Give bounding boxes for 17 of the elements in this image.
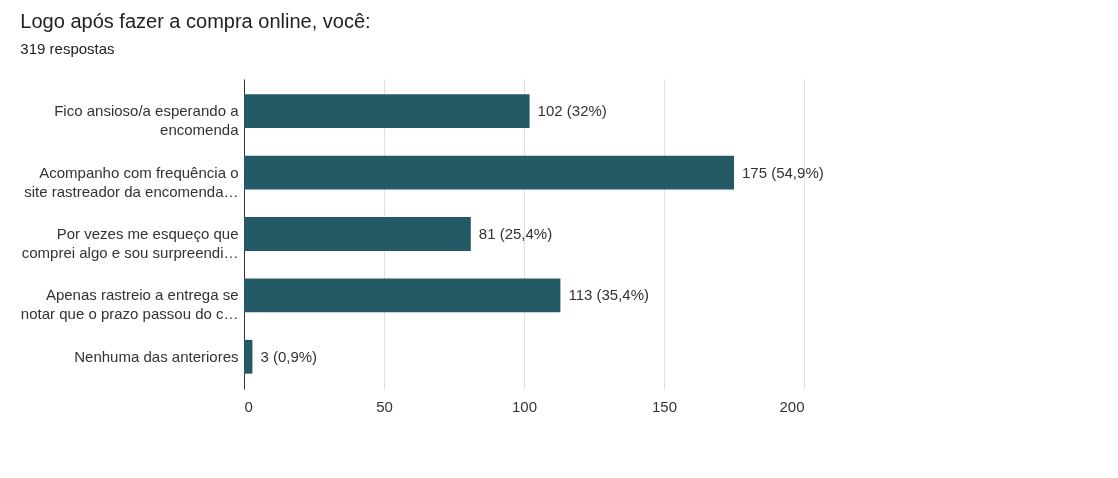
data-label: 113 (35,4%): [568, 286, 650, 304]
y-tick-label: Por vezes me esqueço que comprei algo e sou surpreendi…: [21, 225, 239, 261]
x-tick-label: 50: [376, 397, 393, 415]
x-tick-label: 100: [511, 397, 538, 415]
data-label: 81 (25,4%): [478, 225, 553, 242]
chart-title: Logo após fazer a compra online, você:: [20, 10, 371, 32]
y-tick-label: Fico ansioso/a esperando a encomenda: [54, 102, 240, 139]
x-tick-label: 200: [779, 397, 805, 415]
data-label: 175 (54,9%): [742, 163, 824, 181]
text: 319 respostas: [20, 40, 115, 57]
y-tick-label: Apenas rastreio a entrega se notar que o prazo passou do c…: [20, 286, 239, 323]
y-tick-label: Acompanho com frequência o site rastreador da encomenda…: [24, 163, 239, 200]
y-tick-label: Nenhuma das anteriores: [74, 347, 239, 365]
x-tick-label: 0: [244, 397, 253, 415]
data-label: 3 (0,9%): [260, 347, 318, 365]
data-label: 102 (32%): [537, 102, 607, 120]
x-tick-label: 150: [651, 397, 678, 415]
